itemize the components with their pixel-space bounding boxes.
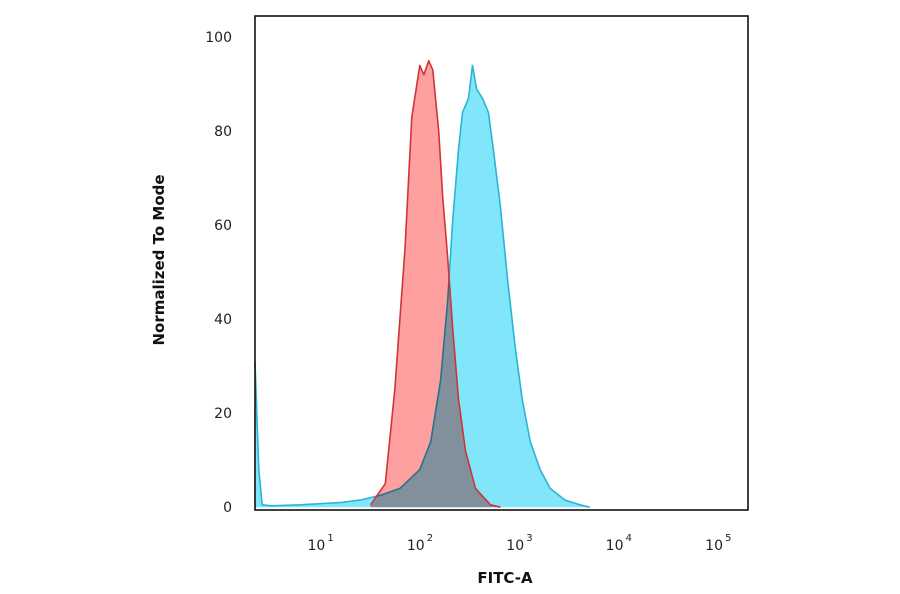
x-axis-label: FITC-A <box>477 569 533 587</box>
y-tick-label: 20 <box>214 406 232 422</box>
x-tick-labels: 10 1 10 2 10 3 10 4 10 5 <box>307 533 731 554</box>
x-tick-exponent: 2 <box>427 533 433 544</box>
y-tick-label: 80 <box>214 124 232 140</box>
x-tick-exponent: 3 <box>526 533 532 544</box>
y-axis-label: Normalized To Mode <box>150 174 168 345</box>
x-tick-label: 10 <box>705 538 723 554</box>
y-tick-labels: 0 20 40 60 80 100 <box>205 30 232 516</box>
x-tick-label: 10 <box>606 538 624 554</box>
y-tick-label: 40 <box>214 312 232 328</box>
x-tick-exponent: 1 <box>327 533 333 544</box>
x-tick-label: 10 <box>407 538 425 554</box>
series-layer <box>254 59 590 508</box>
x-tick-label: 10 <box>307 538 325 554</box>
series-0-area <box>255 65 590 508</box>
x-tick-exponent: 5 <box>725 533 731 544</box>
y-tick-label: 60 <box>214 218 232 234</box>
series-1-line <box>369 59 501 508</box>
series-1-area <box>370 60 501 508</box>
x-tick-exponent: 4 <box>626 533 632 544</box>
plot-frame <box>254 15 749 511</box>
y-tick-label: 100 <box>205 30 232 46</box>
x-tick-label: 10 <box>506 538 524 554</box>
y-tick-label: 0 <box>223 500 232 516</box>
series-0-line <box>254 64 590 508</box>
